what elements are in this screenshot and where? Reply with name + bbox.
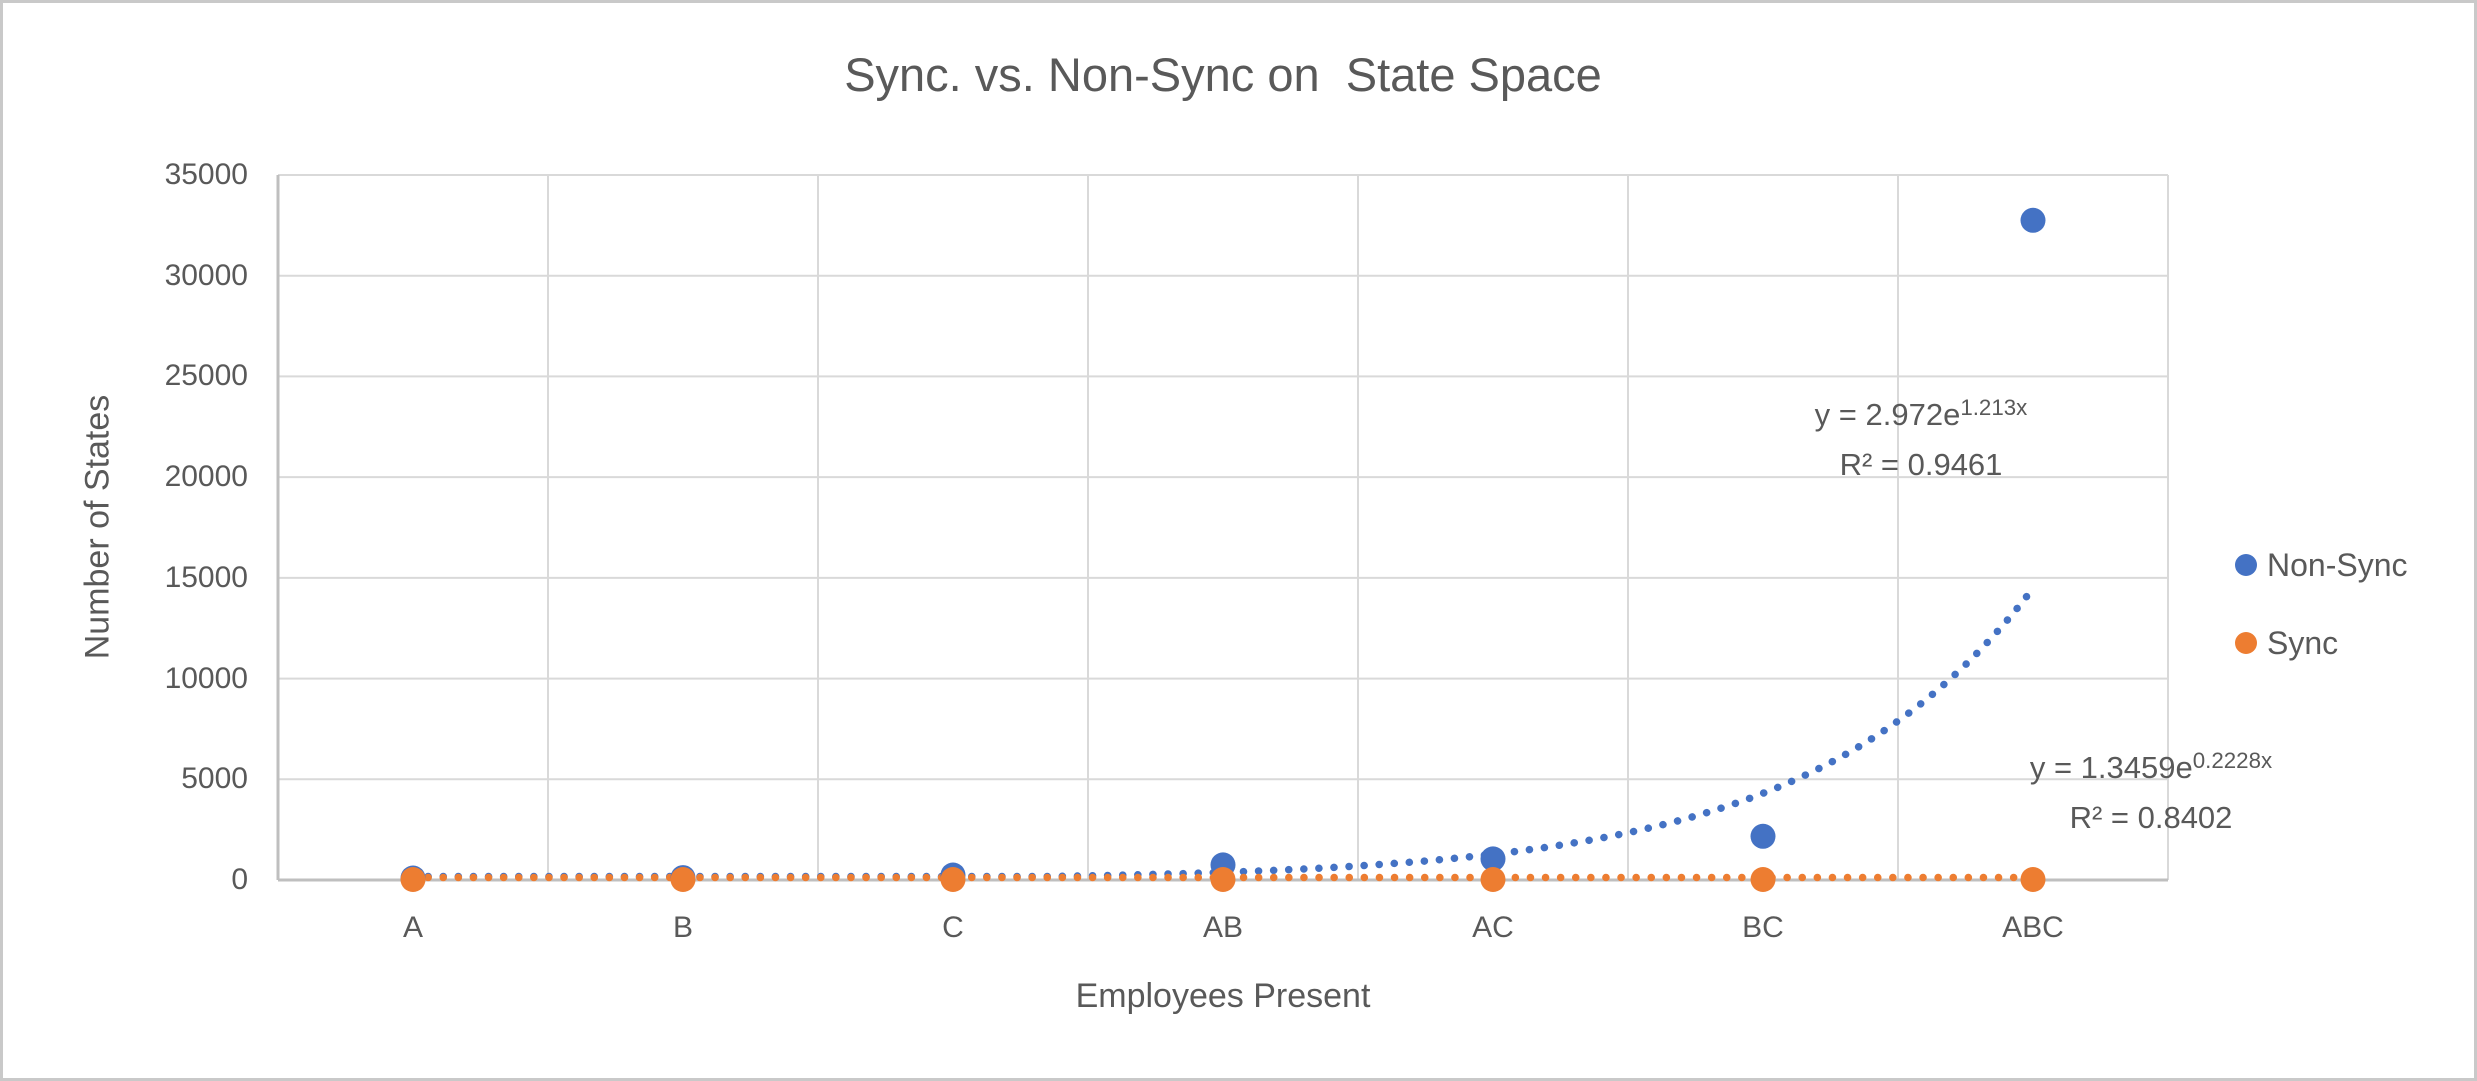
y-tick-label-35000: 35000 (164, 158, 248, 191)
chart-title[interactable]: Sync. vs. Non-Sync on State Space (844, 48, 1602, 101)
legend-marker-sync-icon (2235, 632, 2257, 654)
legend-item-sync[interactable]: Sync (2235, 624, 2408, 662)
y-tick-label-25000: 25000 (164, 359, 248, 393)
legend-marker-non-sync-icon (2235, 554, 2257, 576)
data-point-sync-b[interactable] (670, 867, 696, 892)
data-point-sync-abc[interactable] (2020, 867, 2046, 892)
data-point-non-sync-ac[interactable] (1480, 846, 1506, 872)
x-category-label-ab: AB (1202, 911, 1244, 944)
x-category-label-bc: BC (1742, 911, 1784, 944)
x-category-label-b: B (672, 911, 693, 944)
y-tick-label-20000: 20000 (164, 460, 248, 494)
plot-area (276, 174, 2169, 892)
equation-exponent: 1.213x (1960, 394, 2028, 420)
data-point-sync-a[interactable] (400, 867, 426, 892)
trendline-equation-non-sync[interactable]: y = 2.972e1.213x R² = 0.9461 (1641, 391, 2201, 488)
legend-label-non-sync: Non-Sync (2267, 546, 2408, 583)
equation-base: y = 1.3459e (2029, 750, 2193, 785)
equation-line: y = 2.972e1.213x (1641, 391, 2201, 441)
x-category-label-c: C (942, 911, 964, 944)
data-point-sync-ac[interactable] (1480, 867, 1506, 892)
y-axis-title[interactable]: Number of States (78, 394, 117, 660)
x-axis-title[interactable]: Employees Present (1075, 977, 1371, 1015)
trendline-equation-sync[interactable]: y = 1.3459e0.2228x R² = 0.8402 (1871, 744, 2431, 841)
trendline-non-sync[interactable] (409, 584, 2037, 881)
y-tick-label-10000: 10000 (164, 661, 248, 695)
data-point-sync-ab[interactable] (1210, 867, 1236, 892)
legend-label-sync: Sync (2267, 624, 2339, 661)
data-point-non-sync-bc[interactable] (1750, 823, 1776, 849)
equation-exponent: 0.2228x (2192, 747, 2273, 773)
equation-line: y = 1.3459e0.2228x (1871, 744, 2431, 794)
equation-base: y = 2.972e (1814, 397, 1961, 432)
data-point-non-sync-abc[interactable] (2020, 207, 2046, 233)
x-category-label-ac: AC (1472, 911, 1514, 944)
y-tick-label-0: 0 (231, 863, 248, 896)
y-tick-label-30000: 30000 (164, 258, 248, 292)
x-category-label-abc: ABC (2002, 911, 2064, 944)
data-point-sync-bc[interactable] (1750, 867, 1776, 892)
legend-item-non-sync[interactable]: Non-Sync (2235, 546, 2408, 584)
r-squared-line: R² = 0.9461 (1839, 447, 2003, 482)
x-category-label-a: A (402, 911, 423, 944)
data-point-sync-c[interactable] (940, 867, 966, 892)
legend: Non-Sync Sync (2235, 546, 2408, 702)
y-tick-label-15000: 15000 (164, 560, 248, 594)
y-tick-label-5000: 5000 (181, 762, 248, 796)
r-squared-line: R² = 0.8402 (2069, 800, 2233, 835)
